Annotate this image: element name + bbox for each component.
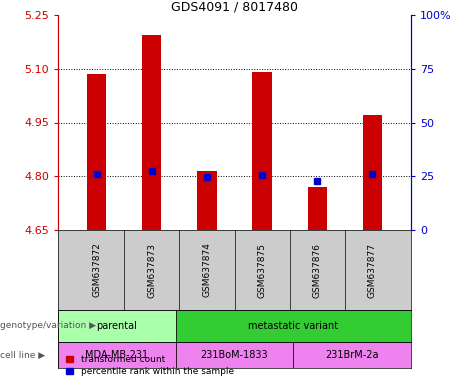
Text: GSM637877: GSM637877 (368, 243, 377, 298)
Text: GSM637873: GSM637873 (147, 243, 156, 298)
Bar (176, 310, 411, 342)
Text: 231BrM-2a: 231BrM-2a (325, 350, 379, 360)
Bar (307, 187, 327, 230)
Bar (197, 171, 217, 230)
Bar (87, 74, 106, 230)
Bar (293, 342, 411, 368)
Text: genotype/variation ▶: genotype/variation ▶ (0, 321, 96, 331)
Text: GSM637875: GSM637875 (258, 243, 266, 298)
Text: cell line ▶: cell line ▶ (0, 351, 45, 359)
Bar (58, 310, 176, 342)
Bar (176, 342, 293, 368)
Text: parental: parental (96, 321, 137, 331)
Text: GSM637874: GSM637874 (202, 243, 212, 298)
Text: MDA-MB-231: MDA-MB-231 (85, 350, 148, 360)
Text: GSM637876: GSM637876 (313, 243, 322, 298)
Legend: transformed count, percentile rank within the sample: transformed count, percentile rank withi… (63, 352, 237, 379)
Bar (58, 342, 176, 368)
Bar (142, 35, 161, 230)
Text: 231BoM-1833: 231BoM-1833 (201, 350, 268, 360)
Text: GSM637872: GSM637872 (92, 243, 101, 298)
Title: GDS4091 / 8017480: GDS4091 / 8017480 (171, 1, 298, 14)
Bar (363, 115, 382, 230)
Bar (253, 72, 272, 230)
Text: metastatic variant: metastatic variant (248, 321, 338, 331)
